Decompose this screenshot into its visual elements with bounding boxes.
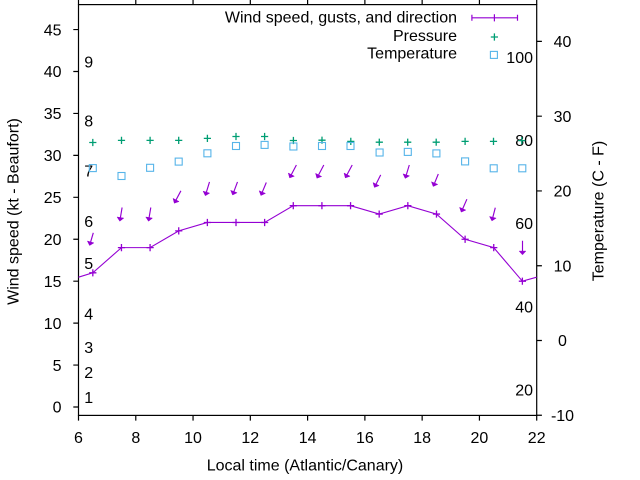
svg-text:25: 25 [44,190,62,207]
svg-text:20: 20 [471,430,489,447]
svg-text:8: 8 [84,113,93,130]
svg-text:Wind speed (kt - Beaufort): Wind speed (kt - Beaufort) [6,118,23,305]
svg-text:100: 100 [506,50,533,67]
svg-text:10: 10 [44,316,62,333]
svg-text:12: 12 [241,430,259,447]
svg-text:22: 22 [528,430,546,447]
svg-text:40: 40 [515,299,533,316]
svg-text:7: 7 [84,164,93,181]
svg-text:40: 40 [44,64,62,81]
svg-text:6: 6 [84,214,93,231]
svg-text:35: 35 [44,106,62,123]
svg-text:8: 8 [131,430,140,447]
svg-text:2: 2 [84,365,93,382]
svg-text:Temperature (C - F): Temperature (C - F) [591,141,608,281]
svg-text:4: 4 [84,306,93,323]
svg-text:6: 6 [74,430,83,447]
svg-text:1: 1 [84,390,93,407]
svg-text:10: 10 [184,430,202,447]
svg-text:20: 20 [515,382,533,399]
svg-text:80: 80 [515,133,533,150]
svg-text:3: 3 [84,340,93,357]
svg-text:5: 5 [53,358,62,375]
svg-text:60: 60 [515,216,533,233]
svg-text:40: 40 [554,34,572,51]
svg-text:Temperature: Temperature [367,46,457,63]
svg-text:-10: -10 [551,408,574,425]
svg-text:30: 30 [554,109,572,126]
svg-text:30: 30 [44,148,62,165]
svg-text:18: 18 [413,430,431,447]
svg-text:45: 45 [44,22,62,39]
svg-text:0: 0 [53,400,62,417]
svg-text:14: 14 [299,430,317,447]
svg-text:16: 16 [356,430,374,447]
svg-text:20: 20 [44,232,62,249]
svg-text:Local time (Atlantic/Canary): Local time (Atlantic/Canary) [207,458,404,475]
svg-text:20: 20 [554,184,572,201]
svg-text:Pressure: Pressure [393,28,457,45]
svg-text:10: 10 [554,258,572,275]
svg-text:Wind speed, gusts, and directi: Wind speed, gusts, and direction [225,9,457,26]
svg-text:0: 0 [558,333,567,350]
svg-text:9: 9 [84,55,93,72]
svg-text:5: 5 [84,256,93,273]
svg-text:15: 15 [44,274,62,291]
